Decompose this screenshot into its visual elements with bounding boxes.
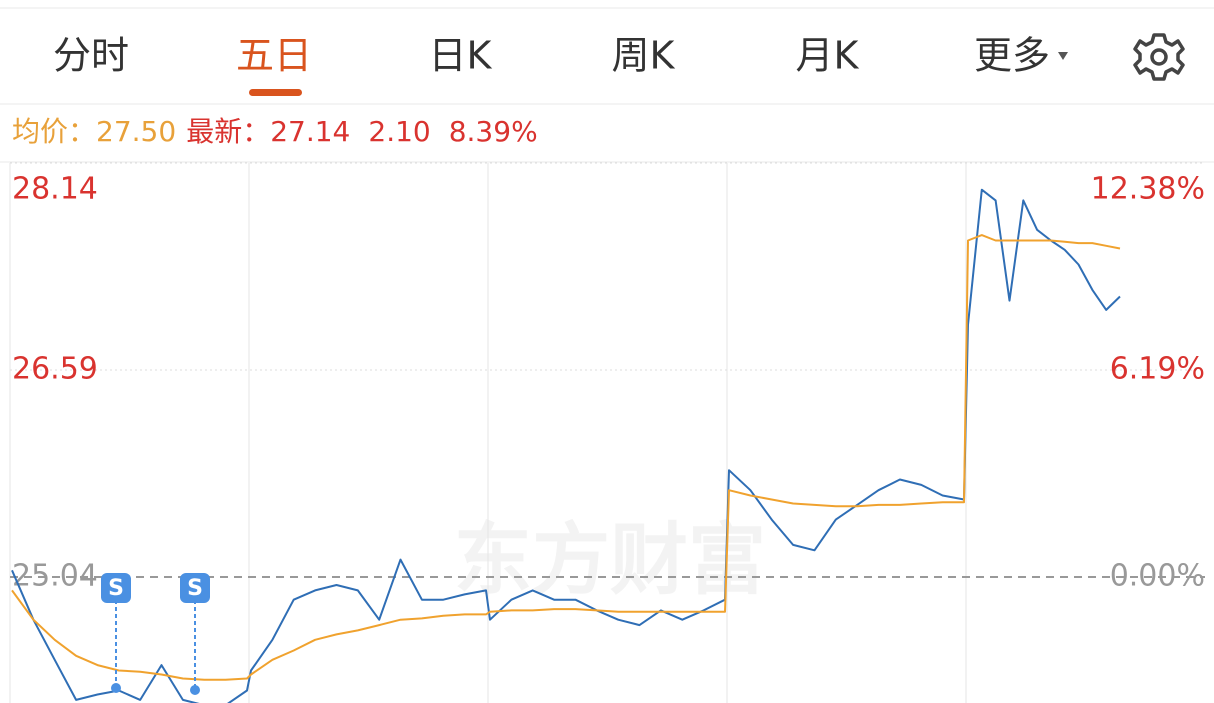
tab[interactable]: 更多: [974, 34, 1050, 78]
change: 2.10: [368, 115, 430, 148]
change-pct: 8.39%: [449, 115, 538, 148]
tab[interactable]: 五日: [236, 34, 312, 78]
marker-dot: [190, 685, 200, 695]
more-caret: [1058, 52, 1068, 60]
watermark: 东方财富: [454, 515, 766, 605]
y2-tick-label: 0.00%: [1110, 559, 1205, 594]
avg-price: 27.50: [96, 115, 176, 148]
quote-line: 均价：27.50 最新：27.14 2.10 8.39%: [12, 115, 538, 148]
y-tick-label: 26.59: [12, 352, 98, 387]
y-tick-label: 25.04: [12, 559, 98, 594]
latest-price: 27.14: [270, 115, 350, 148]
active-tab-underline: [249, 89, 302, 96]
y-tick-label: 28.14: [12, 172, 98, 207]
y2-tick-label: 6.19%: [1110, 352, 1205, 387]
marker-badge: [180, 573, 210, 603]
tab[interactable]: 日K: [429, 34, 493, 78]
y2-tick-label: 12.38%: [1091, 172, 1205, 207]
avg-label: 均价：: [12, 115, 96, 148]
tab[interactable]: 月K: [796, 34, 860, 78]
marker-badge: [101, 573, 131, 603]
marker-dot: [111, 683, 121, 693]
price-line: [11, 188, 1121, 703]
marker-label: S: [187, 576, 203, 601]
marker-label: S: [108, 576, 124, 601]
settings-button[interactable]: [1133, 33, 1185, 81]
tab[interactable]: 周K: [612, 34, 676, 78]
latest-label: 最新：: [186, 115, 270, 148]
avg-line: [11, 234, 1121, 681]
tab[interactable]: 分时: [53, 34, 129, 78]
